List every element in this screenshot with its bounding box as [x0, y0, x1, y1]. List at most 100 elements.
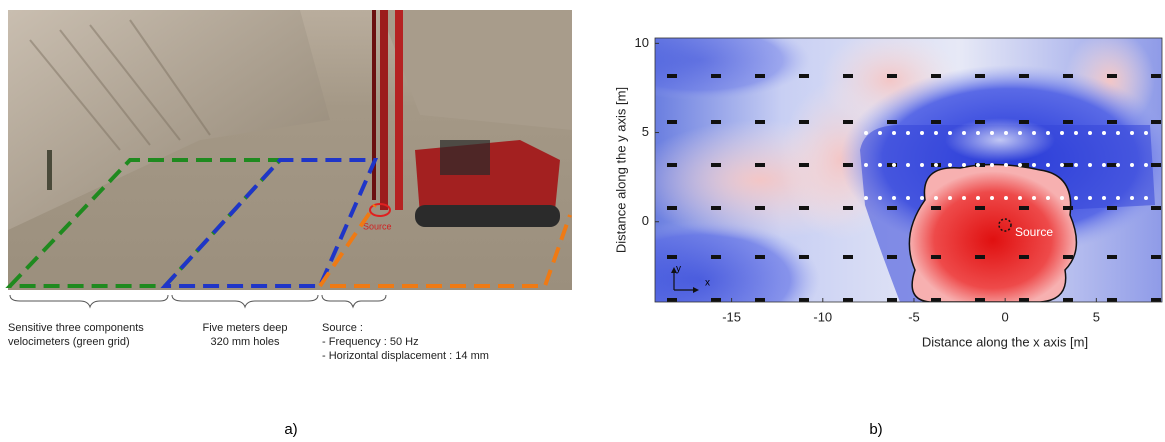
- receiver-dot: [1102, 196, 1106, 200]
- receiver-dot: [920, 163, 924, 167]
- receiver-dot: [878, 131, 882, 135]
- sensor: [1019, 74, 1029, 78]
- panel-b-label: b): [869, 421, 882, 438]
- sensor: [799, 298, 809, 302]
- sensor: [975, 120, 985, 124]
- receiver-dot: [962, 196, 966, 200]
- receiver-dot: [1074, 131, 1078, 135]
- caption-line: Source :: [322, 322, 363, 334]
- sensor: [1019, 255, 1029, 259]
- sensor: [975, 255, 985, 259]
- receiver-dot: [1032, 163, 1036, 167]
- sensor: [1107, 74, 1117, 78]
- receiver-dot: [1102, 163, 1106, 167]
- receiver-dot: [1032, 196, 1036, 200]
- receiver-dot: [1116, 131, 1120, 135]
- receiver-dot: [920, 131, 924, 135]
- receiver-dot: [892, 163, 896, 167]
- sensor: [711, 163, 721, 167]
- sensor: [1019, 298, 1029, 302]
- sensor: [755, 255, 765, 259]
- receiver-dot: [990, 131, 994, 135]
- sensor: [667, 298, 677, 302]
- receiver-dot: [1130, 196, 1134, 200]
- sensor: [1107, 206, 1117, 210]
- receiver-dot: [864, 196, 868, 200]
- receiver-dot: [906, 163, 910, 167]
- sensor: [755, 298, 765, 302]
- receiver-dot: [1102, 131, 1106, 135]
- sensor: [931, 120, 941, 124]
- sensor: [755, 120, 765, 124]
- caption-line: - Frequency : 50 Hz: [322, 336, 419, 348]
- receiver-dot: [892, 131, 896, 135]
- receiver-dot: [1074, 196, 1078, 200]
- receiver-dot: [990, 163, 994, 167]
- receiver-dot: [1004, 131, 1008, 135]
- receiver-dot: [906, 131, 910, 135]
- sensor: [711, 120, 721, 124]
- receiver-dot: [1032, 131, 1036, 135]
- receiver-dot: [948, 131, 952, 135]
- sensor: [887, 255, 897, 259]
- receiver-dot: [1046, 131, 1050, 135]
- receiver-dot: [1130, 131, 1134, 135]
- x-tick-label: -10: [813, 309, 832, 324]
- caption-line: velocimeters (green grid): [8, 336, 130, 348]
- receiver-dot: [962, 131, 966, 135]
- receiver-dot: [1018, 163, 1022, 167]
- arrow-y-label: y: [676, 264, 681, 275]
- sensor: [1151, 255, 1161, 259]
- receiver-dot: [1116, 196, 1120, 200]
- sensor: [667, 206, 677, 210]
- receiver-dot: [1088, 196, 1092, 200]
- sensor: [1019, 206, 1029, 210]
- contour-map: [580, 20, 1165, 340]
- receiver-dot: [1060, 163, 1064, 167]
- sensor: [755, 74, 765, 78]
- receiver-dot: [934, 196, 938, 200]
- sensor: [843, 298, 853, 302]
- sensor: [1019, 120, 1029, 124]
- receiver-dot: [1088, 163, 1092, 167]
- y-tick-label: 5: [642, 124, 649, 139]
- sensor: [1107, 120, 1117, 124]
- sensor: [887, 74, 897, 78]
- caption-line: Five meters deep: [203, 322, 288, 334]
- receiver-dot: [1116, 163, 1120, 167]
- receiver-dot: [1088, 131, 1092, 135]
- receiver-dot: [1074, 163, 1078, 167]
- receiver-dot: [864, 131, 868, 135]
- y-axis-label: Distance along the y axis [m]: [613, 87, 628, 253]
- receiver-dot: [892, 196, 896, 200]
- receiver-dot: [1130, 163, 1134, 167]
- sensor: [1107, 298, 1117, 302]
- receiver-dot: [1046, 196, 1050, 200]
- receiver-dot: [864, 163, 868, 167]
- receiver-dot: [1004, 163, 1008, 167]
- sensor: [1063, 255, 1073, 259]
- sensor: [931, 255, 941, 259]
- caption-line: 320 mm holes: [210, 336, 280, 348]
- sensor: [843, 255, 853, 259]
- receiver-dot: [962, 163, 966, 167]
- sensor: [1107, 255, 1117, 259]
- receiver-dot: [906, 196, 910, 200]
- receiver-dot: [1060, 196, 1064, 200]
- sensor: [887, 206, 897, 210]
- receiver-dot: [878, 163, 882, 167]
- sensor: [799, 206, 809, 210]
- figure: Source Sensitive three componentsvelocim…: [0, 0, 1165, 442]
- source-label: Source: [1015, 225, 1053, 239]
- receiver-dot: [1060, 131, 1064, 135]
- sensor: [755, 206, 765, 210]
- x-tick-label: -15: [722, 309, 741, 324]
- sensor: [799, 255, 809, 259]
- sensor: [843, 74, 853, 78]
- arrow-x-label: x: [705, 278, 710, 289]
- receiver-dot: [1004, 196, 1008, 200]
- sensor: [1063, 120, 1073, 124]
- sensor: [1107, 163, 1117, 167]
- source-marker: Source: [363, 221, 392, 231]
- sensor: [1063, 298, 1073, 302]
